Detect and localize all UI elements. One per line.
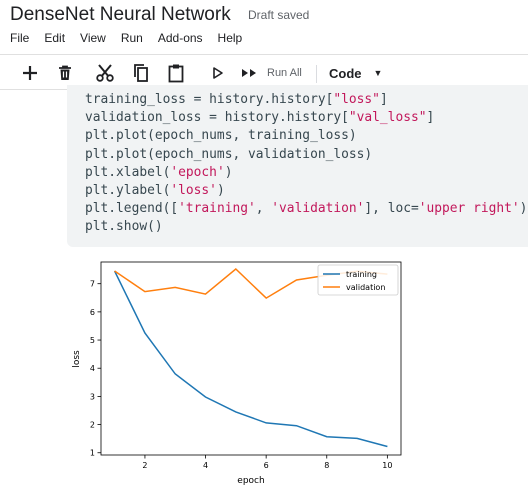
y-axis-label: loss xyxy=(72,350,82,368)
copy-button[interactable] xyxy=(129,60,153,86)
series-line-training xyxy=(113,270,388,448)
code-token: training_loss = history.history[ xyxy=(85,92,334,107)
code-string: "loss" xyxy=(333,92,380,107)
code-line: plt.plot(epoch_nums, validation_loss) xyxy=(85,146,527,164)
toolbar-divider xyxy=(316,65,317,83)
y-tick-label: 6 xyxy=(90,308,95,317)
code-line: plt.show() xyxy=(85,218,527,236)
code-cell[interactable]: training_loss = history.history["loss"] v… xyxy=(67,85,528,247)
code-line: validation_loss = history.history["val_l… xyxy=(85,109,527,127)
code-token: plt.ylabel( xyxy=(85,182,171,198)
code-token: ) xyxy=(519,201,528,217)
legend-label: training xyxy=(346,270,377,279)
x-tick-label: 10 xyxy=(382,461,392,470)
cell-type-select[interactable]: Code ▼ xyxy=(329,61,382,85)
y-tick-label: 5 xyxy=(90,336,95,345)
x-tick-label: 6 xyxy=(264,461,269,470)
code-token: validation_loss = history.history[ xyxy=(85,110,349,126)
scissors-icon xyxy=(96,64,114,82)
code-line: plt.legend(['training', 'validation'], l… xyxy=(85,200,527,218)
code-token: ] xyxy=(379,92,388,107)
code-token: plt.plot(epoch_nums, validation_loss) xyxy=(85,146,373,162)
y-tick-label: 4 xyxy=(90,364,95,373)
caret-down-icon: ▼ xyxy=(373,68,383,78)
code-line: plt.xlabel('epoch') xyxy=(85,164,527,182)
run-cell-button[interactable] xyxy=(208,60,228,86)
copy-icon xyxy=(134,64,148,82)
code-token: plt.xlabel( xyxy=(85,164,171,180)
paste-icon xyxy=(168,64,184,83)
menu-bar: File Edit View Run Add-ons Help xyxy=(10,31,257,45)
code-token: plt.plot(epoch_nums, training_loss) xyxy=(85,128,357,144)
code-string: 'upper right' xyxy=(418,201,520,217)
menu-view[interactable]: View xyxy=(80,31,106,45)
code-token: plt.show() xyxy=(85,219,163,235)
trash-icon xyxy=(59,65,71,80)
run-all-button[interactable]: Run All xyxy=(240,60,308,86)
menu-run[interactable]: Run xyxy=(120,31,143,45)
menu-help[interactable]: Help xyxy=(217,31,243,45)
cut-button[interactable] xyxy=(93,60,117,86)
legend-label: validation xyxy=(346,283,385,292)
menu-add-ons[interactable]: Add-ons xyxy=(157,31,203,45)
x-tick-label: 4 xyxy=(203,461,208,470)
code-token: plt.legend([ xyxy=(85,201,179,217)
run-icon xyxy=(213,67,223,79)
y-tick-label: 7 xyxy=(90,280,95,289)
run-all-label: Run All xyxy=(267,67,302,79)
y-tick-label: 2 xyxy=(90,421,95,430)
plus-icon xyxy=(23,66,37,80)
title-bar: DenseNet Neural Network Draft saved File… xyxy=(0,0,528,52)
code-editor[interactable]: training_loss = history.history["loss"] v… xyxy=(85,91,527,237)
notebook-title[interactable]: DenseNet Neural Network xyxy=(10,4,231,25)
paste-button[interactable] xyxy=(164,60,188,86)
code-token: ] xyxy=(426,110,435,126)
run-all-icon xyxy=(242,69,256,77)
y-tick-label: 3 xyxy=(90,392,95,401)
code-string: 'training' xyxy=(178,201,256,217)
legend: training validation xyxy=(317,264,399,296)
menu-file[interactable]: File xyxy=(10,31,30,45)
code-token: ) xyxy=(224,164,233,180)
x-tick-label: 8 xyxy=(324,461,329,470)
menu-edit[interactable]: Edit xyxy=(44,31,66,45)
code-string: 'epoch' xyxy=(170,164,225,180)
code-line: plt.plot(epoch_nums, training_loss) xyxy=(85,127,527,145)
insert-cell-button[interactable] xyxy=(18,60,42,86)
cell-type-label: Code xyxy=(329,65,362,81)
code-token: , xyxy=(255,201,272,217)
code-string: 'loss' xyxy=(170,182,217,198)
y-tick-label: 1 xyxy=(90,449,95,458)
code-token: ) xyxy=(216,182,225,198)
code-token: ], loc= xyxy=(364,201,419,217)
x-tick-label: 2 xyxy=(142,461,147,470)
x-axis-label: epoch xyxy=(237,476,264,486)
save-status: Draft saved xyxy=(248,8,310,22)
code-line: training_loss = history.history["loss"] xyxy=(85,91,527,109)
code-string: "val_loss" xyxy=(348,110,427,126)
code-line: plt.ylabel('loss') xyxy=(85,182,527,200)
code-string: 'validation' xyxy=(271,201,365,217)
delete-cell-button[interactable] xyxy=(53,60,77,86)
